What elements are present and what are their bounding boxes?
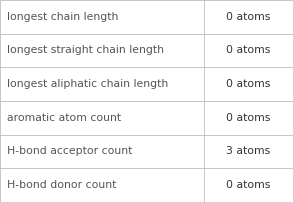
Text: 3 atoms: 3 atoms [226, 146, 270, 157]
Text: 0 atoms: 0 atoms [226, 113, 270, 123]
Text: 0 atoms: 0 atoms [226, 45, 270, 56]
Text: 0 atoms: 0 atoms [226, 79, 270, 89]
Text: longest straight chain length: longest straight chain length [7, 45, 164, 56]
Text: 0 atoms: 0 atoms [226, 180, 270, 190]
Text: H-bond acceptor count: H-bond acceptor count [7, 146, 133, 157]
Text: H-bond donor count: H-bond donor count [7, 180, 117, 190]
Text: 0 atoms: 0 atoms [226, 12, 270, 22]
Text: longest aliphatic chain length: longest aliphatic chain length [7, 79, 168, 89]
Text: longest chain length: longest chain length [7, 12, 119, 22]
Text: aromatic atom count: aromatic atom count [7, 113, 122, 123]
